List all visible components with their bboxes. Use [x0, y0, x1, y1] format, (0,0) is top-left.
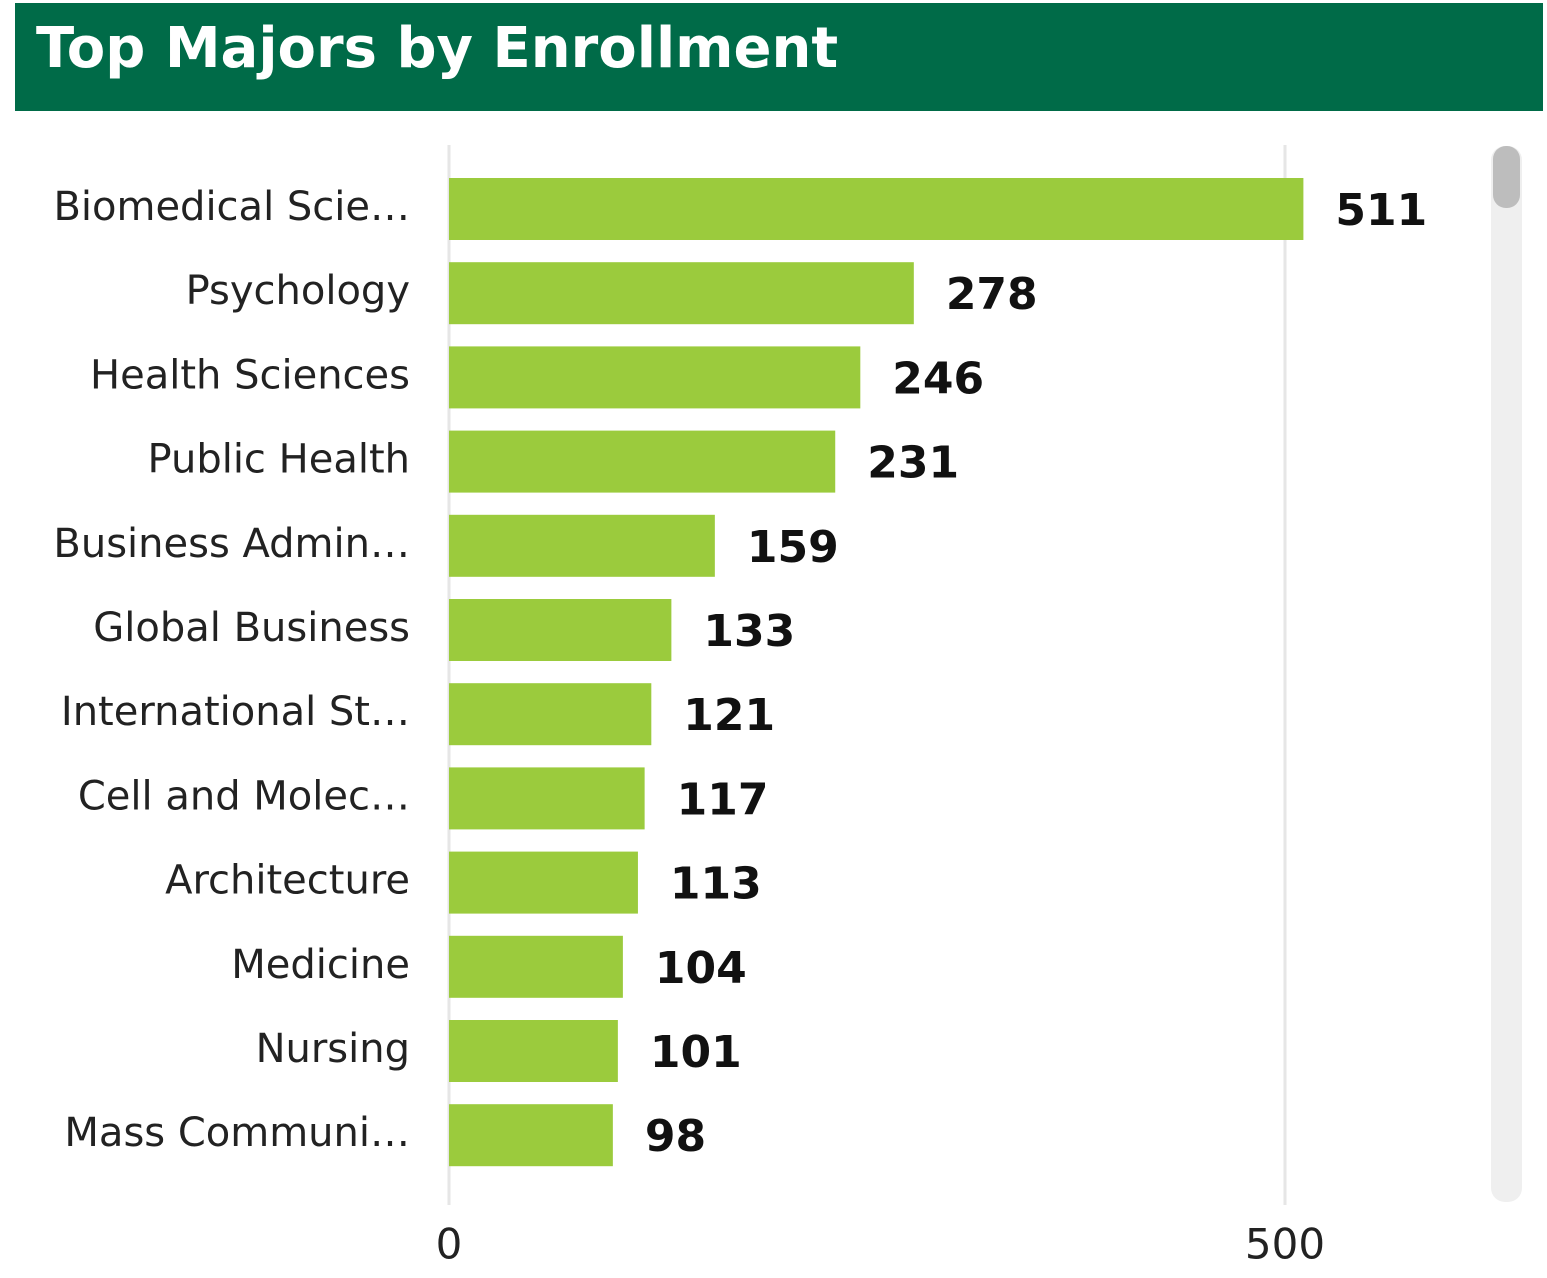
bar — [449, 851, 638, 914]
data-label: 101 — [650, 1027, 742, 1078]
header-bar — [15, 3, 1543, 111]
data-label: 113 — [670, 859, 762, 910]
data-label: 98 — [645, 1111, 706, 1162]
y-tick-label: Psychology — [186, 268, 410, 314]
y-tick-label: Business Admin… — [53, 521, 410, 567]
bar — [449, 514, 715, 577]
y-tick-label: Nursing — [256, 1026, 410, 1072]
y-tick-label: International St… — [61, 689, 410, 735]
data-label: 121 — [683, 690, 775, 741]
y-tick-label: Global Business — [93, 605, 410, 651]
x-tick-label: 500 — [1245, 1220, 1325, 1269]
data-label: 133 — [703, 606, 795, 657]
y-tick-label: Cell and Molec… — [78, 773, 410, 819]
y-tick-label: Architecture — [165, 858, 410, 904]
data-label: 511 — [1335, 185, 1427, 236]
data-label: 231 — [867, 438, 959, 489]
chart-title: Top Majors by Enrollment — [36, 16, 838, 81]
y-tick-label: Medicine — [231, 942, 410, 988]
scrollbar-track[interactable] — [1491, 146, 1522, 1202]
x-tick-label: 0 — [436, 1220, 463, 1269]
y-tick-label: Biomedical Scie… — [53, 184, 410, 230]
bar — [449, 262, 914, 325]
data-label: 278 — [946, 269, 1038, 320]
data-label: 104 — [655, 943, 747, 994]
bar — [449, 599, 672, 661]
bar — [449, 430, 836, 493]
scrollbar-thumb[interactable] — [1493, 146, 1520, 208]
bar — [449, 683, 652, 746]
bar — [449, 1020, 618, 1082]
bar — [449, 935, 623, 998]
bar — [449, 346, 861, 409]
bar — [449, 1104, 613, 1167]
y-tick-label: Health Sciences — [90, 352, 410, 398]
data-label: 117 — [677, 774, 769, 825]
data-label: 246 — [892, 353, 984, 404]
data-label: 159 — [747, 522, 839, 573]
y-tick-label: Public Health — [148, 437, 410, 483]
bar — [449, 767, 645, 830]
bar — [449, 178, 1304, 240]
y-tick-label: Mass Communi… — [64, 1110, 410, 1156]
